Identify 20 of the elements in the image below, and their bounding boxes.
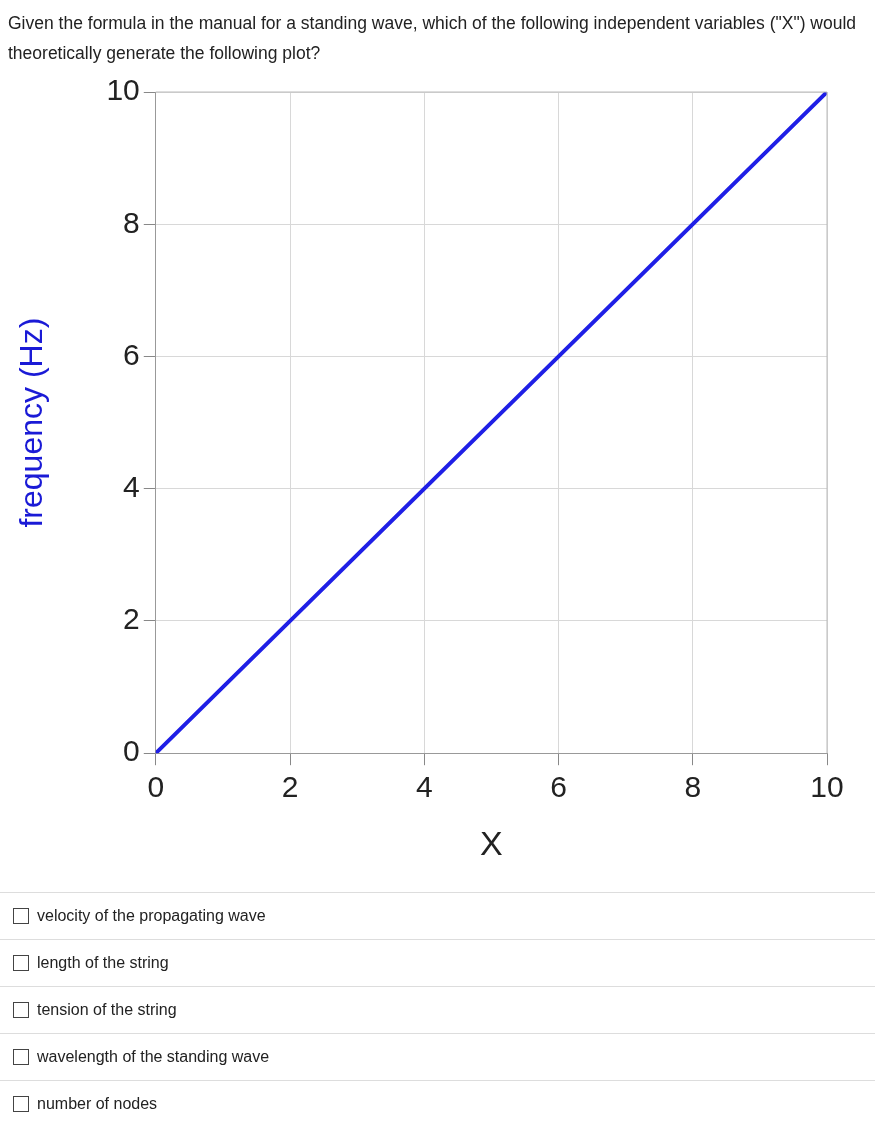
y-tick-label: 0 (123, 734, 140, 768)
y-tick-label: 6 (123, 337, 140, 371)
text: tension of the string (37, 1001, 177, 1019)
text: velocity of the propagating wave (37, 907, 266, 925)
x-tick-label: 8 (684, 770, 702, 804)
text: number of nodes (37, 1095, 158, 1113)
y-tick-label: 8 (123, 205, 140, 239)
x-axis-title: X (480, 823, 503, 862)
x-tick-label: 6 (550, 770, 567, 804)
text: wavelength of the standing wave (37, 1048, 270, 1066)
text: length of the string (37, 954, 169, 972)
x-tick-label: 0 (147, 770, 165, 804)
y-axis-title: frequency (Hz) (13, 317, 50, 528)
x-tick-label: 2 (281, 770, 299, 804)
y-tick-label: 2 (123, 602, 140, 636)
chart-title: Given the formula in the manual for a standing wave, which of the following independent variables ("X") would theoretically generate the following plot? (8, 12, 858, 65)
x-tick-label: 4 (415, 770, 433, 804)
y-tick-label: 4 (123, 469, 140, 503)
x-tick-label: 10 (810, 770, 844, 804)
y-tick-label: 10 (106, 73, 140, 107)
